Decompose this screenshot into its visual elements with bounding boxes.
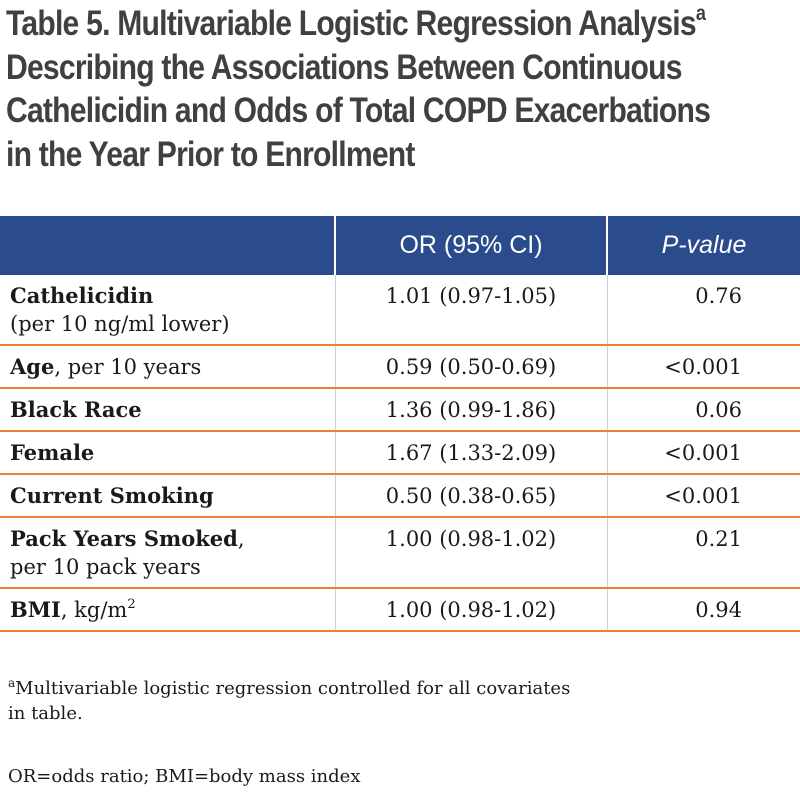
row-label: BMI, kg/m2 — [0, 588, 335, 632]
row-label: Female — [0, 431, 335, 475]
title-footnote-marker: a — [695, 2, 706, 25]
row-label: Cathelicidin (per 10 ng/ml lower) — [0, 275, 335, 346]
p-value-cell: <0.001 — [606, 474, 800, 518]
header-p-value: P-value — [606, 216, 800, 275]
odds-ratio-cell: 1.01 (0.97-1.05) — [334, 275, 607, 346]
table-header-row: OR (95% CI) P-value — [0, 216, 800, 275]
table-title: Table 5. Multivariable Logistic Regressi… — [6, 2, 711, 176]
table-row: Age, per 10 years 0.59 (0.50-0.69) <0.00… — [0, 345, 800, 389]
footnote-abbreviations: OR=odds ratio; BMI=body mass index — [8, 766, 361, 787]
table-row: Black Race 1.36 (0.99-1.86) 0.06 — [0, 388, 800, 432]
title-line-2: Describing the Associations Between Cont… — [6, 47, 683, 87]
odds-ratio-cell: 0.50 (0.38-0.65) — [334, 474, 607, 518]
row-label: Age, per 10 years — [0, 345, 335, 389]
odds-ratio-cell: 1.36 (0.99-1.86) — [334, 388, 607, 432]
p-value-cell: 0.94 — [606, 588, 800, 632]
table-row: Female 1.67 (1.33-2.09) <0.001 — [0, 431, 800, 475]
table-row: Cathelicidin (per 10 ng/ml lower) 1.01 (0… — [0, 275, 800, 346]
p-value-cell: <0.001 — [606, 345, 800, 389]
odds-ratio-cell: 1.00 (0.98-1.02) — [334, 517, 607, 589]
title-line-3: Cathelicidin and Odds of Total COPD Exac… — [6, 91, 711, 130]
table-row: Current Smoking 0.50 (0.38-0.65) <0.001 — [0, 474, 800, 518]
p-value-cell: 0.76 — [606, 275, 800, 346]
odds-ratio-cell: 1.00 (0.98-1.02) — [334, 588, 607, 632]
title-line-1: Table 5. Multivariable Logistic Regressi… — [6, 2, 706, 43]
odds-ratio-cell: 1.67 (1.33-2.09) — [334, 431, 607, 475]
p-value-cell: 0.06 — [606, 388, 800, 432]
footnote-marker: a — [8, 676, 16, 690]
table-row: BMI, kg/m2 1.00 (0.98-1.02) 0.94 — [0, 588, 800, 632]
header-or: OR (95% CI) — [334, 216, 607, 275]
table-row: Pack Years Smoked, per 10 pack years 1.00… — [0, 517, 800, 589]
p-value-cell: <0.001 — [606, 431, 800, 475]
row-label: Pack Years Smoked, per 10 pack years — [0, 517, 335, 589]
row-label: Black Race — [0, 388, 335, 432]
p-value-cell: 0.21 — [606, 517, 800, 589]
regression-table: OR (95% CI) P-value Cathelicidin (per 10 … — [0, 216, 800, 632]
title-line-4: in the Year Prior to Enrollment — [6, 134, 415, 174]
row-label: Current Smoking — [0, 474, 335, 518]
odds-ratio-cell: 0.59 (0.50-0.69) — [334, 345, 607, 389]
footnote-a: aMultivariable logistic regression contr… — [8, 676, 571, 724]
header-blank — [0, 216, 335, 275]
